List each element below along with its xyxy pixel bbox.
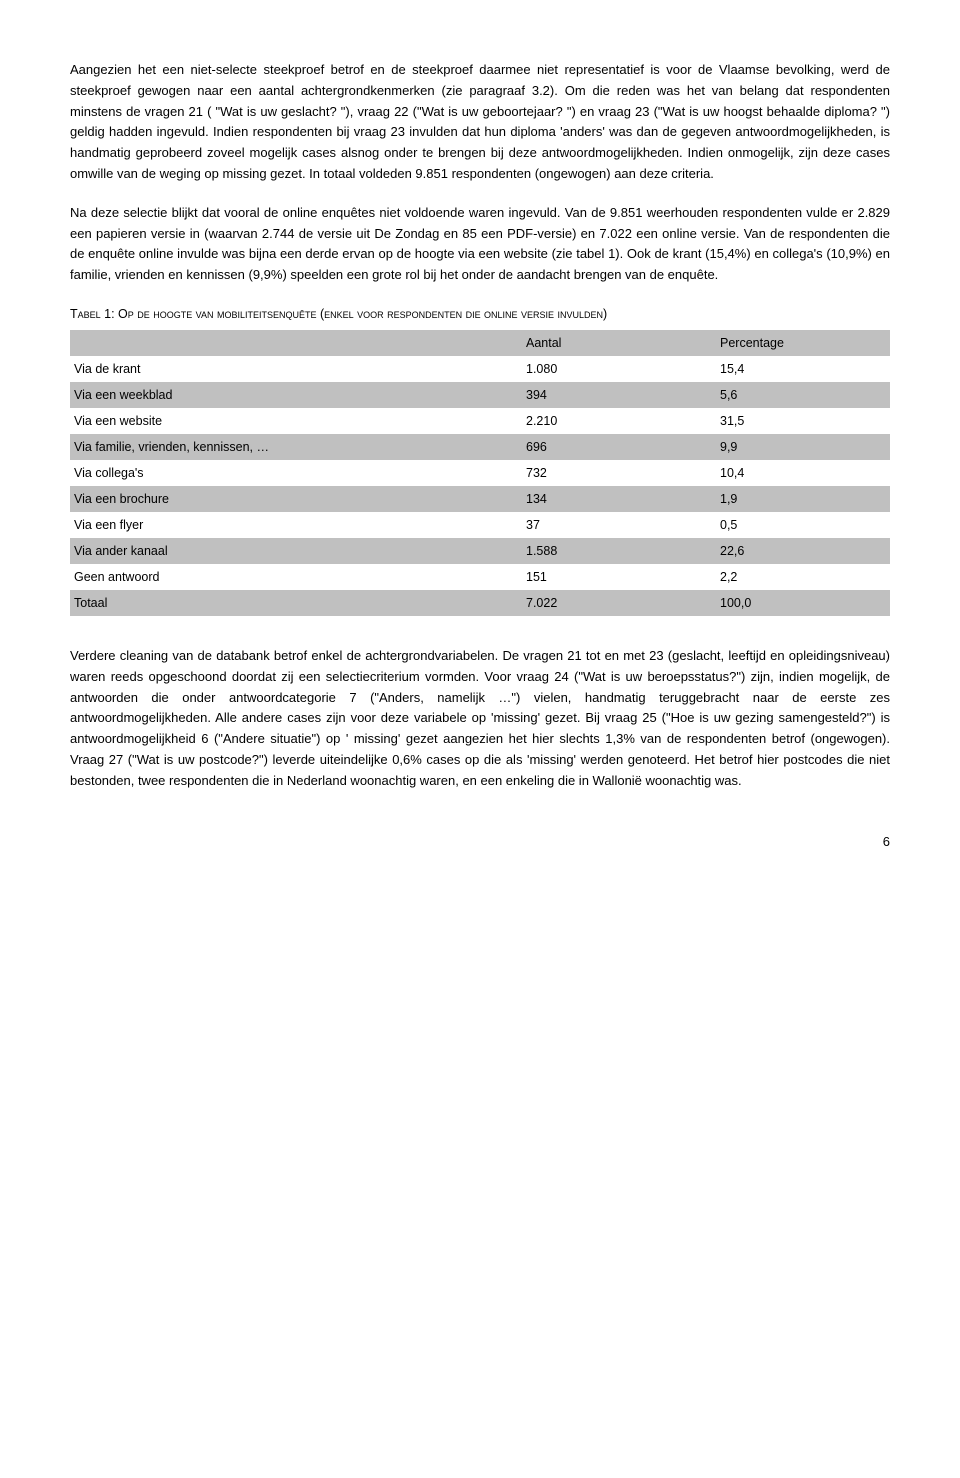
table-cell-label: Via een brochure — [70, 486, 522, 512]
table-cell-aantal: 732 — [522, 460, 716, 486]
table-cell-percentage: 10,4 — [716, 460, 890, 486]
table-cell-aantal: 134 — [522, 486, 716, 512]
table-row: Via collega's73210,4 — [70, 460, 890, 486]
table-row: Via de krant1.08015,4 — [70, 356, 890, 382]
table-cell-label: Via familie, vrienden, kennissen, … — [70, 434, 522, 460]
table-cell-label: Via een weekblad — [70, 382, 522, 408]
table-cell-aantal: 7.022 — [522, 590, 716, 616]
table-cell-percentage: 15,4 — [716, 356, 890, 382]
table-cell-label: Totaal — [70, 590, 522, 616]
table-caption: Tabel 1: Op de hoogte van mobiliteitsenq… — [70, 304, 890, 324]
table-cell-aantal: 151 — [522, 564, 716, 590]
table-cell-aantal: 1.080 — [522, 356, 716, 382]
table-cell-aantal: 2.210 — [522, 408, 716, 434]
table-cell-label: Via de krant — [70, 356, 522, 382]
paragraph-2: Na deze selectie blijkt dat vooral de on… — [70, 203, 890, 286]
table-row: Via een weekblad3945,6 — [70, 382, 890, 408]
table-cell-percentage: 22,6 — [716, 538, 890, 564]
table-cell-aantal: 1.588 — [522, 538, 716, 564]
table-cell-label: Via een flyer — [70, 512, 522, 538]
table-cell-percentage: 9,9 — [716, 434, 890, 460]
table-row: Via een flyer370,5 — [70, 512, 890, 538]
page-number: 6 — [70, 832, 890, 853]
paragraph-1: Aangezien het een niet-selecte steekproe… — [70, 60, 890, 185]
table-cell-label: Geen antwoord — [70, 564, 522, 590]
table-row: Geen antwoord1512,2 — [70, 564, 890, 590]
table-header-row: Aantal Percentage — [70, 330, 890, 356]
table-cell-label: Via een website — [70, 408, 522, 434]
table-row: Via ander kanaal1.58822,6 — [70, 538, 890, 564]
table-cell-percentage: 0,5 — [716, 512, 890, 538]
table-cell-percentage: 5,6 — [716, 382, 890, 408]
table-cell-aantal: 394 — [522, 382, 716, 408]
table-header-percentage: Percentage — [716, 330, 890, 356]
table-row: Via een brochure1341,9 — [70, 486, 890, 512]
table-cell-aantal: 696 — [522, 434, 716, 460]
table-cell-percentage: 1,9 — [716, 486, 890, 512]
paragraph-3: Verdere cleaning van de databank betrof … — [70, 646, 890, 792]
table-body: Via de krant1.08015,4Via een weekblad394… — [70, 356, 890, 616]
table-cell-percentage: 100,0 — [716, 590, 890, 616]
table-cell-label: Via collega's — [70, 460, 522, 486]
table-cell-label: Via ander kanaal — [70, 538, 522, 564]
table-row: Totaal7.022100,0 — [70, 590, 890, 616]
table-cell-percentage: 2,2 — [716, 564, 890, 590]
table-row: Via familie, vrienden, kennissen, …6969,… — [70, 434, 890, 460]
table-cell-aantal: 37 — [522, 512, 716, 538]
table-row: Via een website2.21031,5 — [70, 408, 890, 434]
table-1: Aantal Percentage Via de krant1.08015,4V… — [70, 330, 890, 616]
table-header-blank — [70, 330, 522, 356]
table-cell-percentage: 31,5 — [716, 408, 890, 434]
table-header-aantal: Aantal — [522, 330, 716, 356]
